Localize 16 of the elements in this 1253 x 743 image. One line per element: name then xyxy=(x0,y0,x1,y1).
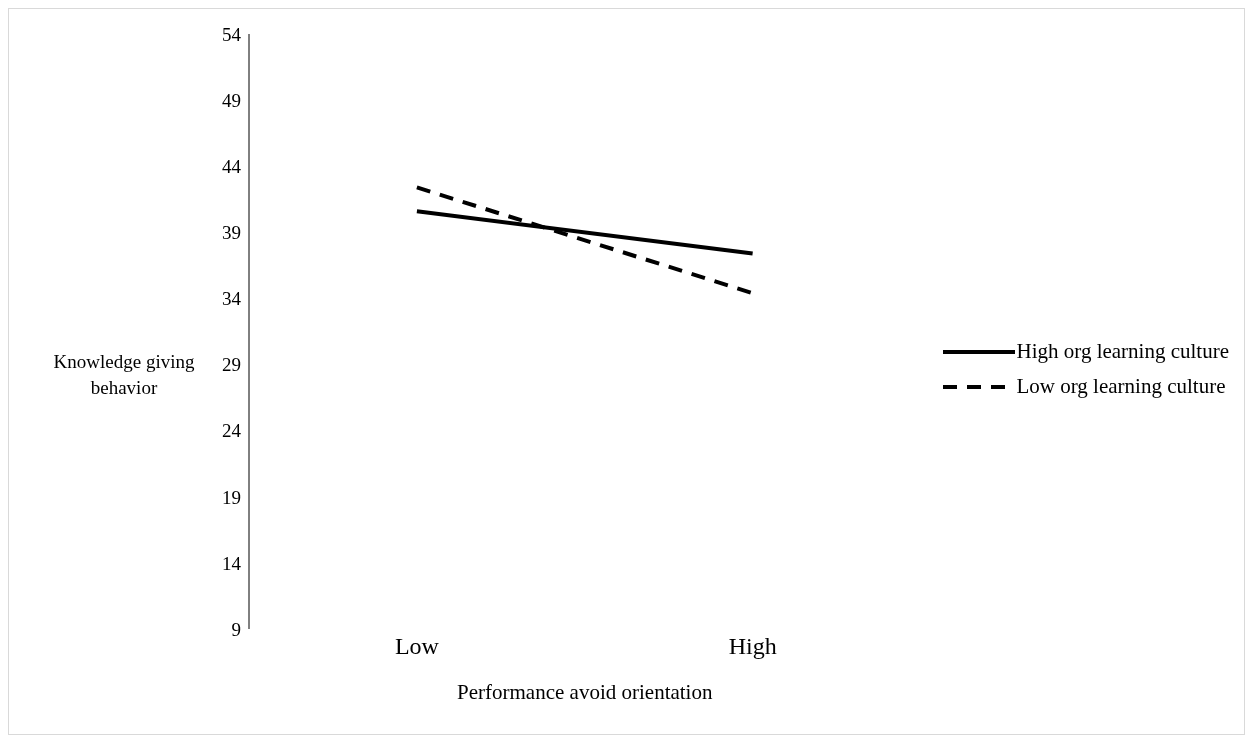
legend-label: Low org learning culture xyxy=(1016,374,1226,399)
y-tick-label: 49 xyxy=(222,89,241,111)
y-tick-label: 44 xyxy=(222,155,242,177)
y-tick-label: 34 xyxy=(222,288,242,310)
y-tick-label: 14 xyxy=(222,552,242,574)
x-tick-label: Low xyxy=(394,633,440,660)
y-tick-label: 9 xyxy=(231,618,241,640)
x-tick-label: High xyxy=(728,633,777,660)
y-tick-label: 39 xyxy=(222,222,241,244)
y-axis-title: Knowledge giving behavior xyxy=(52,350,196,400)
legend-label: High org learning culture xyxy=(1016,339,1229,364)
y-tick-label: 19 xyxy=(222,486,241,508)
y-tick-label: 54 xyxy=(222,23,242,45)
y-tick-label: 29 xyxy=(222,354,241,376)
x-axis-title: Performance avoid orientation xyxy=(457,680,713,704)
y-tick-label: 24 xyxy=(222,420,242,442)
